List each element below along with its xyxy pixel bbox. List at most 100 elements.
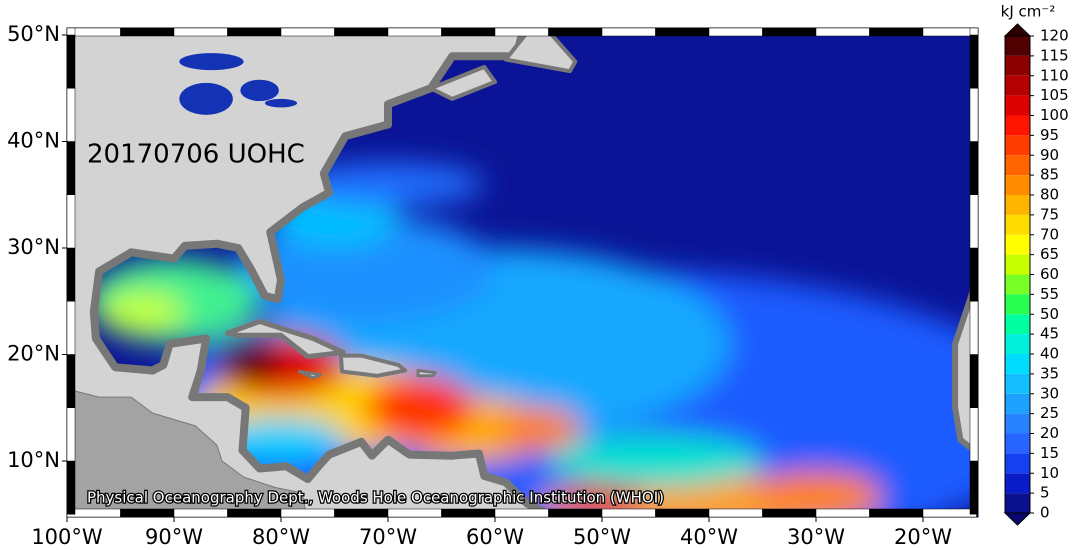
frame-stripe (601, 27, 656, 37)
heat-blob (559, 482, 645, 515)
colorbar-segment (1005, 314, 1030, 335)
colorbar-segment (1005, 135, 1030, 156)
colorbar-segment (1005, 453, 1030, 474)
colorbar-tick-label: 70 (1040, 225, 1059, 243)
credit: Physical Oceanography Dept., Woods Hole … (87, 489, 664, 507)
frame-stripe (969, 354, 979, 408)
colorbar-tick-label: 25 (1040, 404, 1059, 422)
colorbar-segment (1005, 493, 1030, 513)
frame-stripe (969, 27, 979, 36)
frame-stripe (66, 301, 76, 355)
colorbar-segment (1005, 413, 1030, 434)
colorbar-segment (1005, 115, 1030, 136)
colorbar-under (1003, 512, 1032, 526)
frame-stripe (548, 508, 603, 518)
colorbar-tick-label: 115 (1040, 46, 1069, 64)
frame-stripe (708, 27, 763, 37)
frame-stripe (969, 247, 979, 302)
frame-stripe (869, 27, 924, 37)
frame-stripe (969, 407, 979, 462)
map-title: 20170706 UOHC (87, 140, 305, 170)
colorbar-segment (1005, 95, 1030, 116)
colorbar-tick-label: 95 (1040, 126, 1059, 144)
map-area (67, 28, 978, 517)
colorbar-segment (1005, 195, 1030, 215)
colorbar-tick-label: 105 (1040, 86, 1069, 104)
colorbar-tick-label: 75 (1040, 205, 1059, 223)
heat-blob (548, 434, 763, 488)
frame-stripe (227, 27, 282, 37)
colorbar-segment (1005, 175, 1030, 195)
frame-stripe (969, 301, 979, 355)
lake (264, 98, 298, 108)
frame-stripe (66, 88, 76, 142)
frame-stripe (280, 508, 335, 518)
frame-stripe (173, 27, 228, 37)
frame-stripe (922, 508, 977, 518)
colorbar-unit: kJ cm⁻² (1001, 3, 1056, 21)
frame-stripe (969, 141, 979, 195)
frame-stripe (762, 27, 817, 37)
colorbar-tick-label: 0 (1040, 504, 1050, 522)
frame-stripe (66, 194, 76, 249)
lon-label: 60°W (466, 525, 524, 549)
colorbar-segment (1005, 36, 1030, 56)
lon-label: 40°W (680, 525, 738, 549)
colorbar-tick-label: 60 (1040, 265, 1059, 283)
colorbar-tick-label: 55 (1040, 285, 1059, 303)
jamaica (297, 370, 323, 380)
frame-stripe (969, 460, 979, 515)
lon-label: 90°W (145, 525, 203, 549)
nova-scotia (428, 64, 497, 101)
heat-blob (216, 418, 346, 462)
colorbar-over (1003, 23, 1032, 37)
frame-stripe (120, 508, 175, 518)
colorbar-tick-label: 20 (1040, 424, 1059, 442)
frame-stripe (387, 508, 442, 518)
map-frame (66, 27, 979, 518)
colorbar-tick-label: 40 (1040, 345, 1059, 363)
frame-stripe (66, 34, 76, 89)
frame-stripe (548, 27, 603, 37)
frame-stripe (387, 27, 442, 37)
heat-blob (99, 290, 185, 334)
frame-stripe (173, 508, 228, 518)
lake (179, 53, 244, 71)
colorbar-segment (1005, 155, 1030, 176)
frame-stripe (601, 508, 656, 518)
frame-stripe (969, 194, 979, 249)
hispaniola (338, 353, 408, 378)
frame-stripe (655, 27, 710, 37)
colorbar-tick-label: 30 (1040, 384, 1059, 402)
frame-stripe (334, 508, 389, 518)
colorbar-segment (1005, 334, 1030, 354)
lat-label: 40°N (7, 129, 60, 153)
colorbar-tick-label: 45 (1040, 325, 1059, 343)
colorbar-segment (1005, 75, 1030, 96)
frame-stripe (441, 508, 496, 518)
colorbar-tick-label: 80 (1040, 186, 1059, 204)
heat-blob (751, 471, 881, 515)
colorbar-segment (1005, 274, 1030, 295)
frame-stripe (494, 508, 549, 518)
colorbar-segment (1005, 433, 1030, 454)
lake (179, 82, 233, 115)
puerto-rico (416, 369, 437, 378)
frame-stripe (120, 27, 175, 37)
frame-stripe (762, 508, 817, 518)
colorbar-segment (1005, 354, 1030, 374)
lon-label: 70°W (359, 525, 417, 549)
colorbar-tick-label: 120 (1040, 27, 1069, 45)
frame-stripe (815, 508, 870, 518)
colorbar-tick-label: 65 (1040, 245, 1059, 263)
colorbar-segment (1005, 55, 1030, 76)
cuba (225, 319, 346, 360)
colorbar-tick-label: 110 (1040, 66, 1069, 84)
colorbar-segment (1005, 373, 1030, 394)
colorbar-tick-label: 100 (1040, 106, 1069, 124)
colorbar-tick-label: 50 (1040, 305, 1059, 323)
frame-stripe (869, 508, 924, 518)
lon-label: 100°W (31, 525, 103, 549)
